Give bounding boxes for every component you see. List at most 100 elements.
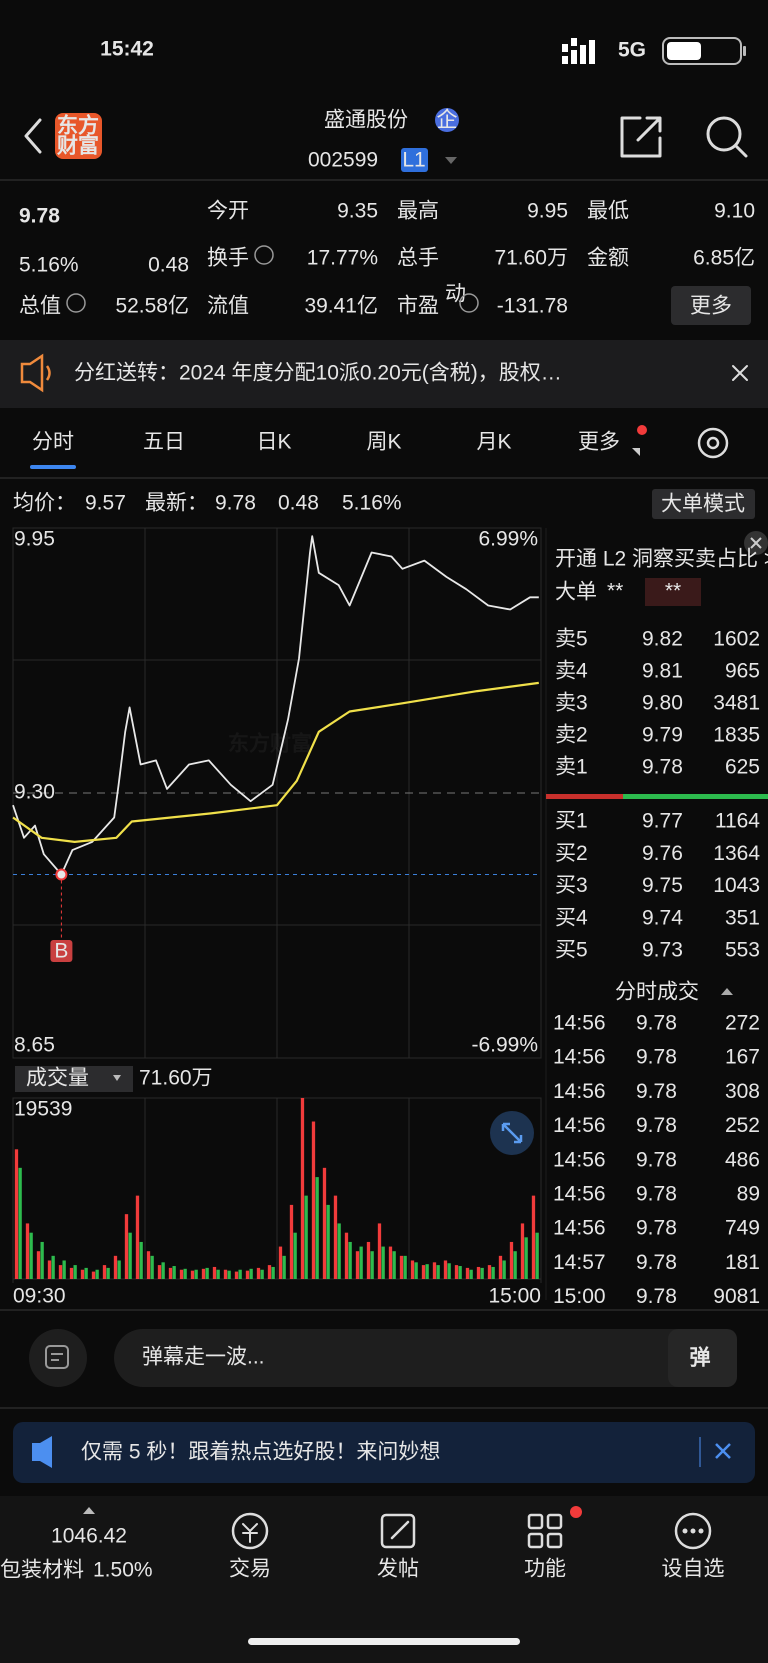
volume-bar: [531, 1195, 536, 1279]
comment-icon[interactable]: [29, 1329, 87, 1387]
danmaku-label[interactable]: 弹: [690, 1346, 711, 1370]
stars: **: [665, 580, 681, 603]
logo[interactable]: [55, 113, 102, 159]
stars-box: [645, 578, 701, 606]
field-label: 流值: [207, 295, 249, 318]
trade-icon[interactable]: [231, 1512, 269, 1550]
index-value[interactable]: 1046.42: [51, 1525, 127, 1548]
danmaku-button[interactable]: [668, 1329, 737, 1387]
avg-line: [12, 681, 539, 843]
trade-marker: [55, 868, 68, 881]
function-icon[interactable]: [527, 1513, 563, 1549]
back-button[interactable]: [24, 118, 42, 154]
l2-link[interactable]: 开通 L2 洞察买卖占比 >: [555, 548, 768, 571]
close-notice[interactable]: [732, 365, 748, 381]
tab[interactable]: 月K: [476, 431, 511, 454]
latest-pct: 5.16%: [342, 492, 402, 515]
tab[interactable]: 日K: [256, 431, 291, 454]
share-icon[interactable]: [620, 116, 662, 158]
marker-badge: [50, 940, 73, 962]
field-value: 52.58亿: [115, 295, 189, 318]
volume-bar: [168, 1267, 173, 1279]
volume-bar: [410, 1260, 415, 1279]
ad-bar[interactable]: [13, 1422, 755, 1483]
search-icon[interactable]: [706, 116, 748, 158]
volume-bar: [366, 1241, 371, 1279]
comment-placeholder[interactable]: 弹幕走一波...: [142, 1346, 265, 1369]
tab[interactable]: 五日: [143, 431, 185, 454]
volume-bar: [520, 1223, 525, 1279]
volume-bar: [256, 1267, 261, 1279]
info-icon[interactable]: [254, 245, 274, 265]
trade-price: 9.78: [636, 1080, 677, 1103]
signal-icon: [562, 38, 595, 64]
trade-price: 9.78: [636, 1251, 677, 1274]
volume-bar: [465, 1267, 470, 1279]
ob-price: 9.82: [642, 628, 683, 651]
y-tick-label: 9.30: [14, 781, 55, 804]
volume-bar: [245, 1270, 250, 1279]
volume-bar: [25, 1223, 30, 1279]
trade-time: 14:56: [553, 1148, 606, 1171]
volume-bar: [513, 1251, 517, 1279]
mode-button[interactable]: [652, 489, 755, 519]
volume-bar: [157, 1265, 162, 1279]
ad-icon: [32, 1436, 52, 1468]
trade-time: 14:56: [553, 1114, 606, 1137]
sector-name[interactable]: 包装材料: [0, 1559, 84, 1582]
volume-bar: [29, 1232, 33, 1279]
tab[interactable]: 周K: [366, 431, 401, 454]
volume-bar: [359, 1246, 363, 1279]
volume-bar: [278, 1246, 283, 1279]
nav-item[interactable]: 交易: [229, 1558, 271, 1581]
trade-time: 14:56: [553, 1046, 606, 1069]
y-tick-label: 19539: [14, 1098, 72, 1121]
info-icon[interactable]: [66, 293, 86, 313]
logo-text: 财富: [57, 134, 99, 158]
volume-title[interactable]: 成交量: [26, 1067, 89, 1090]
trade-price: 9.78: [636, 1114, 677, 1137]
volume-bar: [139, 1241, 143, 1279]
field-value: 17.77%: [307, 247, 378, 270]
watermark: 东方财富: [228, 732, 312, 756]
field-label: 总值: [19, 295, 61, 318]
avg-label: 均价：: [13, 492, 76, 515]
ad-text[interactable]: 仅需 5 秒！跟着热点选好股！来问妙想: [81, 1441, 440, 1464]
tab[interactable]: 分时: [32, 431, 74, 454]
field-value: 9.95: [527, 200, 568, 223]
volume-bar: [469, 1269, 473, 1279]
comment-input[interactable]: [114, 1329, 737, 1387]
bottom-nav: [0, 1496, 768, 1663]
nav-item[interactable]: 发帖: [377, 1558, 419, 1581]
mode-label[interactable]: 大单模式: [661, 493, 745, 516]
field-value: 6.85亿: [693, 247, 755, 270]
trade-volume: 252: [725, 1114, 760, 1137]
volume-selector[interactable]: [15, 1066, 133, 1092]
expand-button[interactable]: [490, 1111, 534, 1155]
dropdown-caret: [113, 1075, 121, 1081]
ob-price: 9.81: [642, 660, 683, 683]
info-icon[interactable]: [459, 293, 479, 313]
latest-value: 9.78: [215, 492, 256, 515]
notice-bar[interactable]: [0, 340, 768, 408]
settings-icon[interactable]: [697, 427, 729, 459]
volume-bar: [183, 1268, 187, 1279]
more-label[interactable]: 更多: [690, 295, 732, 318]
level-badge: [401, 148, 428, 172]
latest-change: 0.48: [278, 492, 319, 515]
volume-bar: [476, 1266, 481, 1279]
notice-text[interactable]: 分红送转：2024 年度分配10派0.20元(含税)，股权…: [74, 362, 562, 385]
sector-pct[interactable]: 1.50%: [93, 1559, 153, 1582]
tab[interactable]: 更多: [578, 431, 620, 454]
ad-close[interactable]: [715, 1443, 731, 1459]
close-panel[interactable]: [744, 531, 768, 555]
nav-item[interactable]: 功能: [524, 1558, 566, 1581]
more-button[interactable]: [671, 286, 751, 325]
volume-bar: [62, 1260, 66, 1279]
watchlist-icon[interactable]: [674, 1512, 712, 1550]
volume-bar: [315, 1177, 319, 1279]
post-icon[interactable]: [380, 1513, 416, 1549]
volume-bar: [179, 1269, 184, 1279]
nav-item[interactable]: 设自选: [662, 1558, 725, 1581]
volume-bar: [421, 1265, 426, 1279]
